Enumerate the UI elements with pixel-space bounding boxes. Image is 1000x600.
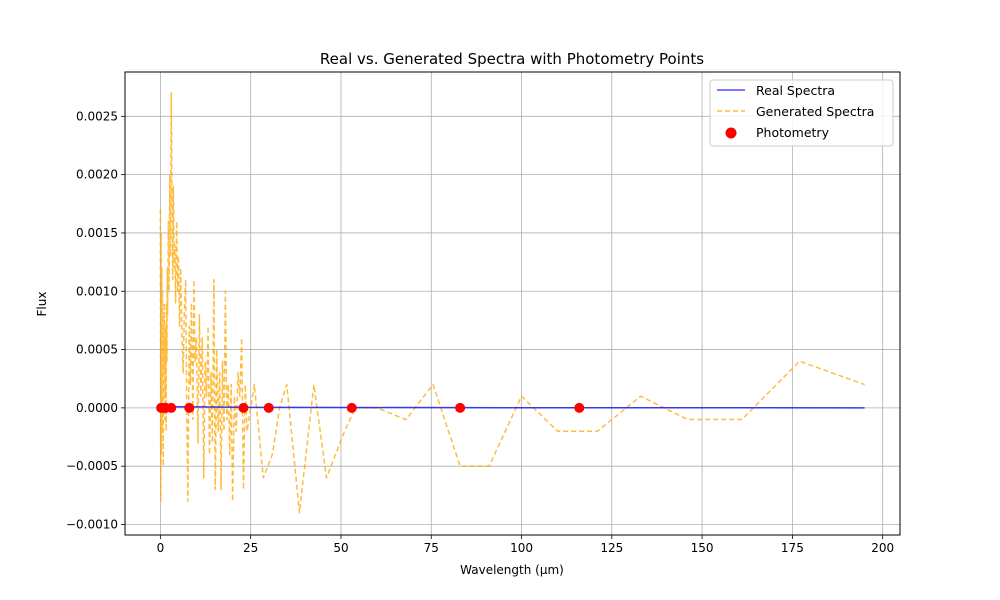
x-tick-label: 100 <box>510 541 533 555</box>
x-tick-label: 175 <box>781 541 804 555</box>
photometry-point <box>166 402 177 413</box>
y-tick-label: 0.0000 <box>76 401 118 415</box>
y-tick-label: −0.0005 <box>66 459 118 473</box>
photometry-point <box>184 402 195 413</box>
x-tick-label: 200 <box>871 541 894 555</box>
x-axis: 0 25 50 75 100 125 150 175 200 <box>157 535 894 555</box>
generated-spectra-line <box>159 92 865 514</box>
y-tick-label: −0.0010 <box>66 518 118 532</box>
photometry-point <box>574 402 585 413</box>
photometry-point <box>238 402 249 413</box>
y-tick-label: 0.0010 <box>76 284 118 298</box>
y-tick-label: 0.0020 <box>76 168 118 182</box>
x-tick-label: 150 <box>691 541 714 555</box>
x-tick-label: 50 <box>333 541 348 555</box>
y-tick-label: 0.0025 <box>76 109 118 123</box>
legend: Real Spectra Generated Spectra Photometr… <box>709 79 894 147</box>
y-axis-label: Flux <box>35 292 49 317</box>
y-tick-label: 0.0005 <box>76 343 118 357</box>
x-axis-label: Wavelength (µm) <box>460 563 564 577</box>
photometry-point <box>346 402 357 413</box>
legend-swatch-photometry <box>725 127 737 139</box>
series-layer <box>156 92 865 514</box>
y-tick-label: 0.0015 <box>76 226 118 240</box>
photometry-point <box>455 402 466 413</box>
legend-label-real: Real Spectra <box>756 83 835 98</box>
x-tick-label: 75 <box>424 541 439 555</box>
x-tick-label: 25 <box>243 541 258 555</box>
x-tick-label: 0 <box>157 541 165 555</box>
legend-label-photometry: Photometry <box>756 125 830 140</box>
legend-box <box>709 79 894 147</box>
chart-title: Real vs. Generated Spectra with Photomet… <box>320 50 704 68</box>
grid <box>125 72 900 535</box>
plot-frame <box>124 71 901 536</box>
y-axis: −0.0010 −0.0005 0.0000 0.0005 0.0010 0.0015 0.… <box>66 109 125 532</box>
x-tick-label: 125 <box>600 541 623 555</box>
legend-label-generated: Generated Spectra <box>756 104 874 119</box>
photometry-point <box>263 402 274 413</box>
